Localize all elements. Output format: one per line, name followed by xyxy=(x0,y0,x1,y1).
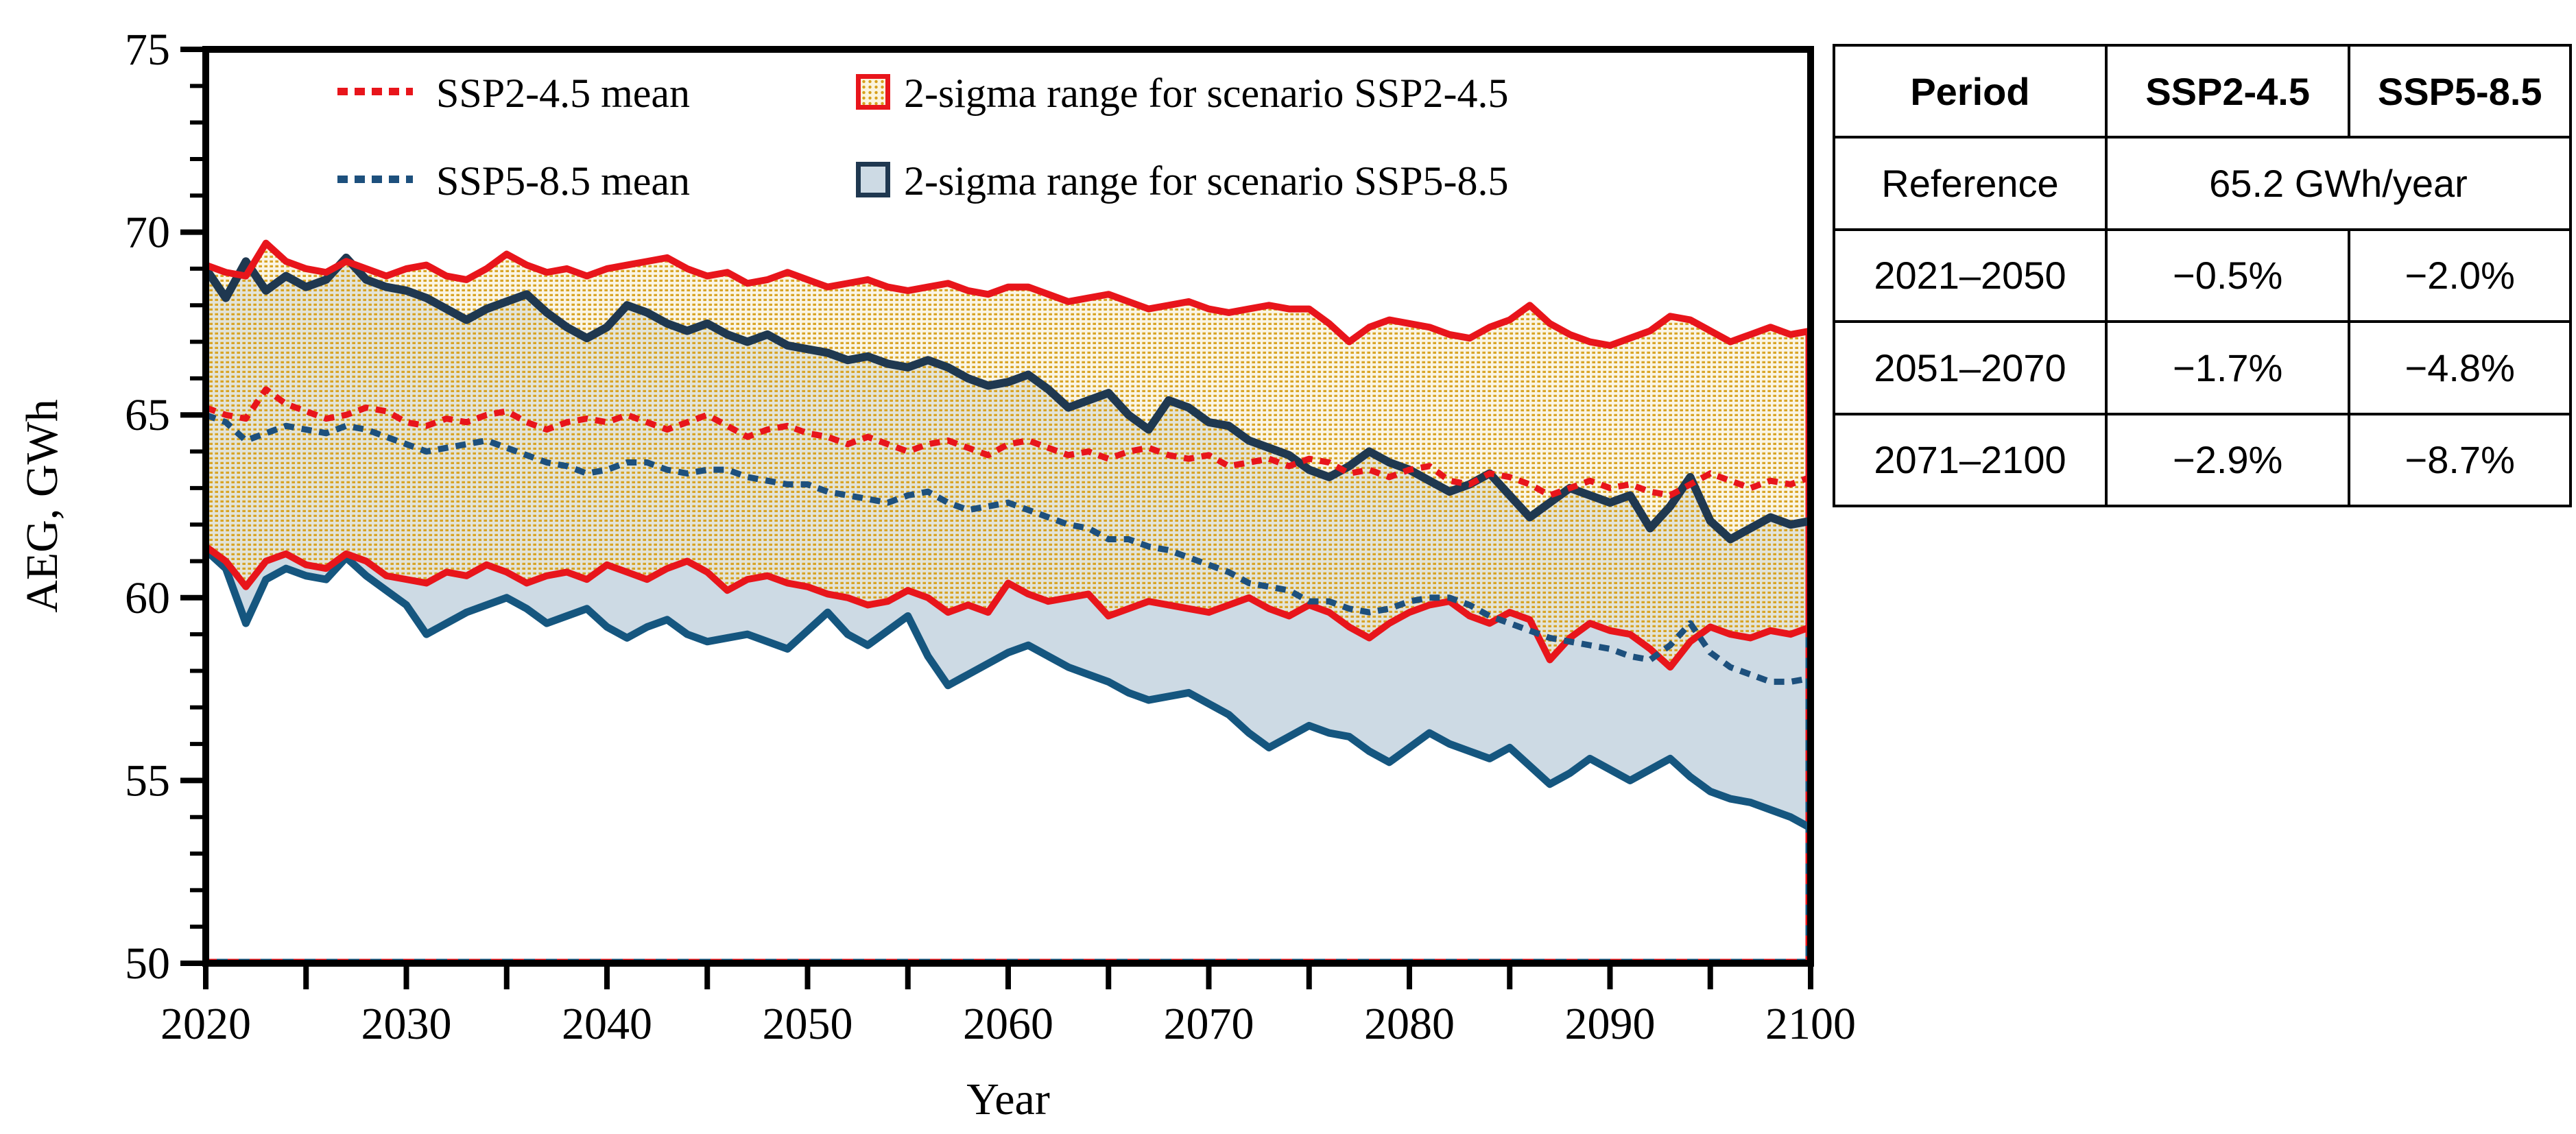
svg-text:60: 60 xyxy=(125,573,170,623)
reference-value: 65.2 GWh/year xyxy=(2104,136,2573,231)
reference-label: Reference xyxy=(1833,136,2108,231)
table-row: 2021–2050 −0.5% −2.0% xyxy=(1833,228,2572,324)
svg-text:55: 55 xyxy=(125,756,170,806)
period-cell: 2051–2070 xyxy=(1833,320,2108,415)
ssp245-cell: −0.5% xyxy=(2104,228,2351,324)
table-header-ssp585: SSP5-8.5 xyxy=(2348,43,2572,139)
table-header-period: Period xyxy=(1833,43,2108,139)
ssp245-cell: −1.7% xyxy=(2104,320,2351,415)
svg-text:70: 70 xyxy=(125,208,170,258)
legend-label-ssp245-mean: SSP2-4.5 mean xyxy=(436,71,691,116)
svg-text:2050: 2050 xyxy=(763,999,853,1049)
svg-text:2080: 2080 xyxy=(1364,999,1455,1049)
ssp245-cell: −2.9% xyxy=(2104,412,2351,508)
table-header-row: Period SSP2-4.5 SSP5-8.5 xyxy=(1833,43,2572,139)
table-row: 2051–2070 −1.7% −4.8% xyxy=(1833,320,2572,415)
ssp585-mean-swatch-icon xyxy=(337,176,413,183)
table-row: 2071–2100 −2.9% −8.7% xyxy=(1833,412,2572,508)
svg-text:65: 65 xyxy=(125,390,170,440)
legend-label-ssp585-mean: SSP5-8.5 mean xyxy=(436,158,691,204)
svg-text:2100: 2100 xyxy=(1765,999,1856,1049)
svg-text:2070: 2070 xyxy=(1164,999,1254,1049)
svg-text:2040: 2040 xyxy=(562,999,652,1049)
legend-label-ssp245-band: 2-sigma range for scenario SSP2-4.5 xyxy=(904,71,1509,116)
svg-text:2030: 2030 xyxy=(361,999,452,1049)
period-cell: 2071–2100 xyxy=(1833,412,2108,508)
summary-table: Period SSP2-4.5 SSP5-8.5 Reference 65.2 … xyxy=(1833,43,2573,508)
svg-text:75: 75 xyxy=(125,25,170,75)
svg-text:2020: 2020 xyxy=(160,999,251,1049)
ssp585-band-swatch-icon xyxy=(856,162,890,197)
ssp245-band-swatch-icon xyxy=(856,74,890,110)
svg-text:50: 50 xyxy=(125,939,170,989)
y-axis-title: AEG, GWh xyxy=(17,399,67,613)
ssp585-cell: −8.7% xyxy=(2348,412,2572,508)
table-row: Reference 65.2 GWh/year xyxy=(1833,136,2573,231)
x-axis-title: Year xyxy=(966,1074,1050,1124)
period-cell: 2021–2050 xyxy=(1833,228,2108,324)
legend-label-ssp585-band: 2-sigma range for scenario SSP5-8.5 xyxy=(904,158,1509,204)
ssp245-mean-swatch-icon xyxy=(337,88,413,95)
ssp585-cell: −2.0% xyxy=(2348,228,2572,324)
table-header-ssp245: SSP2-4.5 xyxy=(2104,43,2351,139)
svg-text:2060: 2060 xyxy=(963,999,1053,1049)
svg-text:2090: 2090 xyxy=(1565,999,1656,1049)
ssp585-cell: −4.8% xyxy=(2348,320,2572,415)
aeg-projection-chart: 50 55 60 65 70 75 2020 2030 2040 2050 2060 2070 2080… xyxy=(125,25,1856,1049)
